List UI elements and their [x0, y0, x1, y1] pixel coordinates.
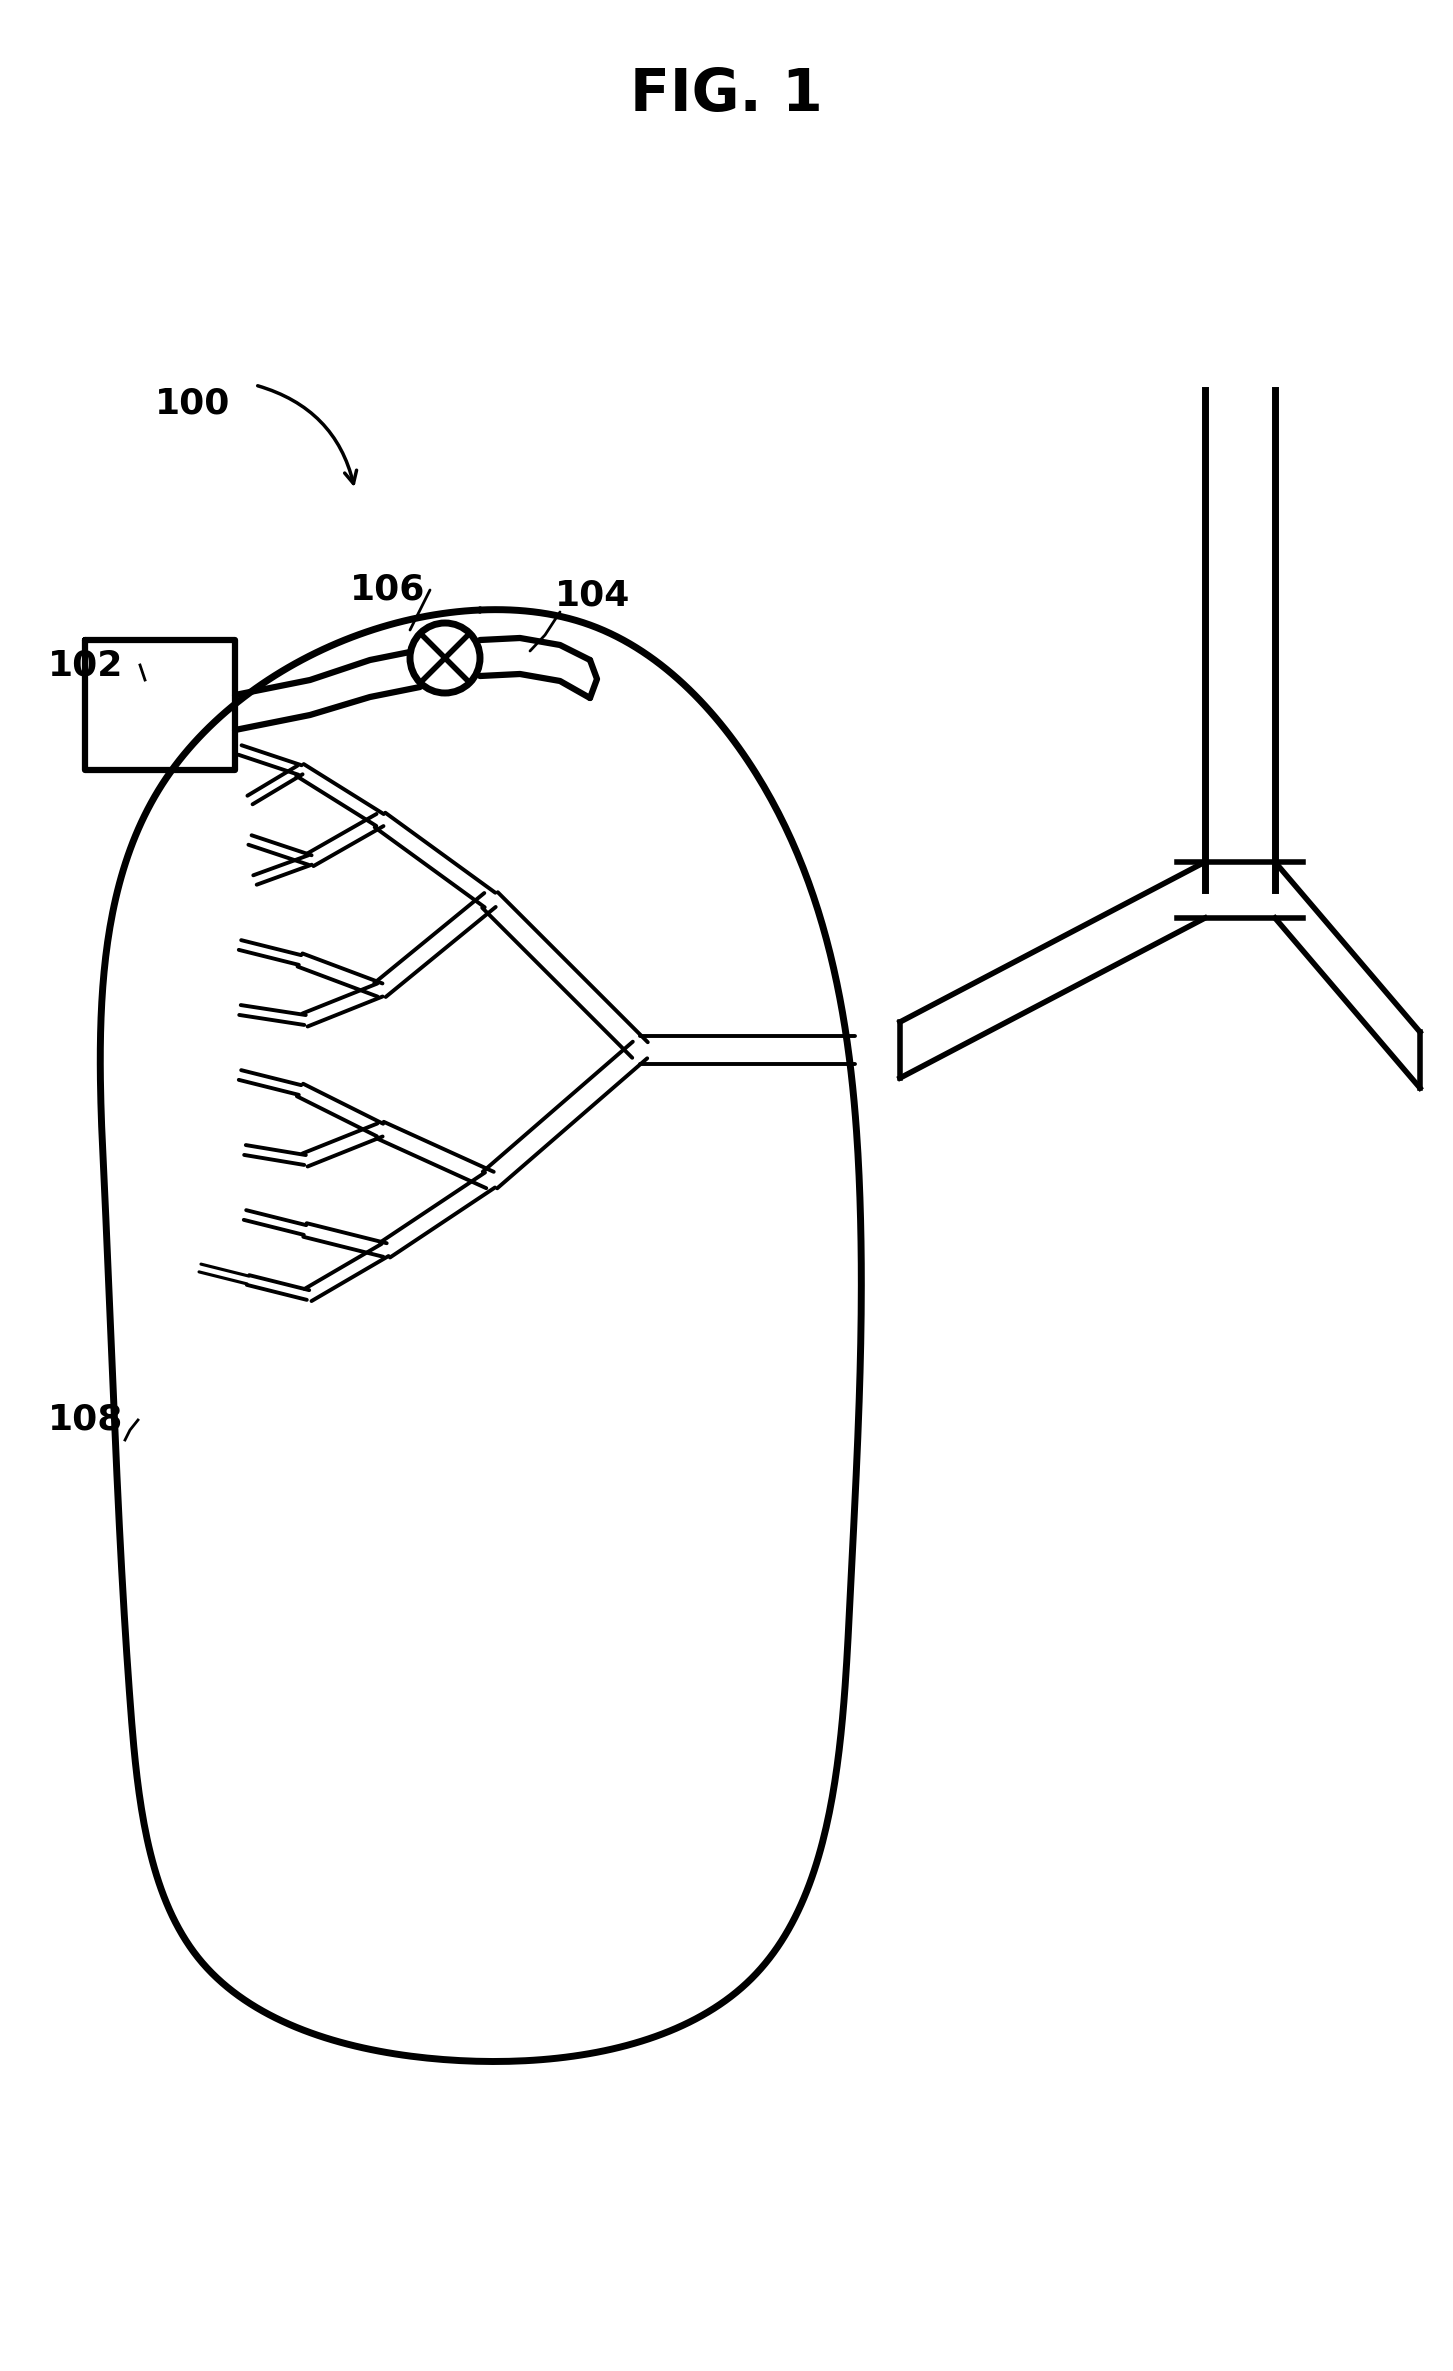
Text: 100: 100	[155, 386, 231, 420]
Circle shape	[410, 624, 479, 692]
Text: 102: 102	[48, 647, 124, 683]
Text: 106: 106	[350, 574, 426, 607]
Text: 108: 108	[48, 1404, 124, 1437]
Text: 104: 104	[555, 579, 631, 612]
Text: FIG. 1: FIG. 1	[631, 66, 822, 123]
